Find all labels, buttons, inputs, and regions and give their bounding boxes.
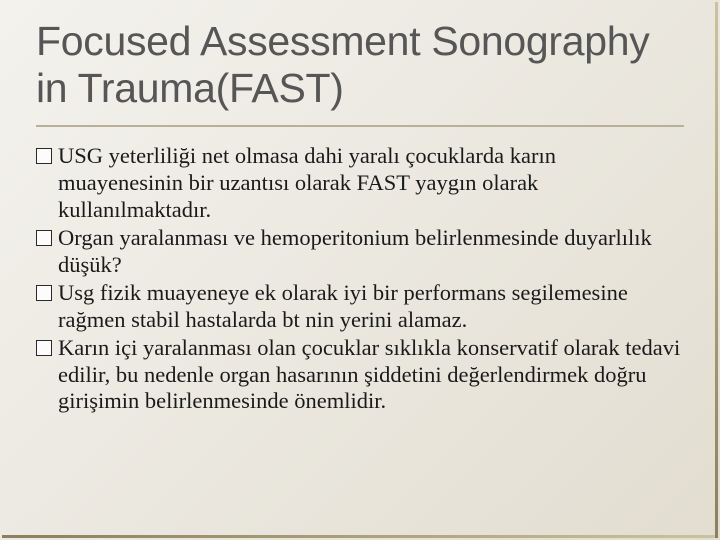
bullet-text: USG yeterliliği net olmasa dahi yaralı ç…	[58, 143, 684, 223]
bullet-item: USG yeterliliği net olmasa dahi yaralı ç…	[36, 143, 684, 223]
square-bullet-icon	[36, 148, 52, 164]
bullet-text: Karın içi yaralanması olan çocuklar sıkl…	[58, 335, 684, 415]
bullet-text: Organ yaralanması ve hemoperitonium beli…	[58, 225, 684, 278]
bullet-item: Usg fizik muayeneye ek olarak iyi bir pe…	[36, 280, 684, 333]
slide-title: Focused Assessment Sonography in Trauma(…	[36, 18, 684, 127]
bullet-item: Karın içi yaralanması olan çocuklar sıkl…	[36, 335, 684, 415]
bullet-text: Usg fizik muayeneye ek olarak iyi bir pe…	[58, 280, 684, 333]
square-bullet-icon	[36, 340, 52, 356]
square-bullet-icon	[36, 285, 52, 301]
bullet-item: Organ yaralanması ve hemoperitonium beli…	[36, 225, 684, 278]
square-bullet-icon	[36, 230, 52, 246]
slide: Focused Assessment Sonography in Trauma(…	[0, 0, 720, 540]
slide-body: USG yeterliliği net olmasa dahi yaralı ç…	[36, 143, 684, 414]
